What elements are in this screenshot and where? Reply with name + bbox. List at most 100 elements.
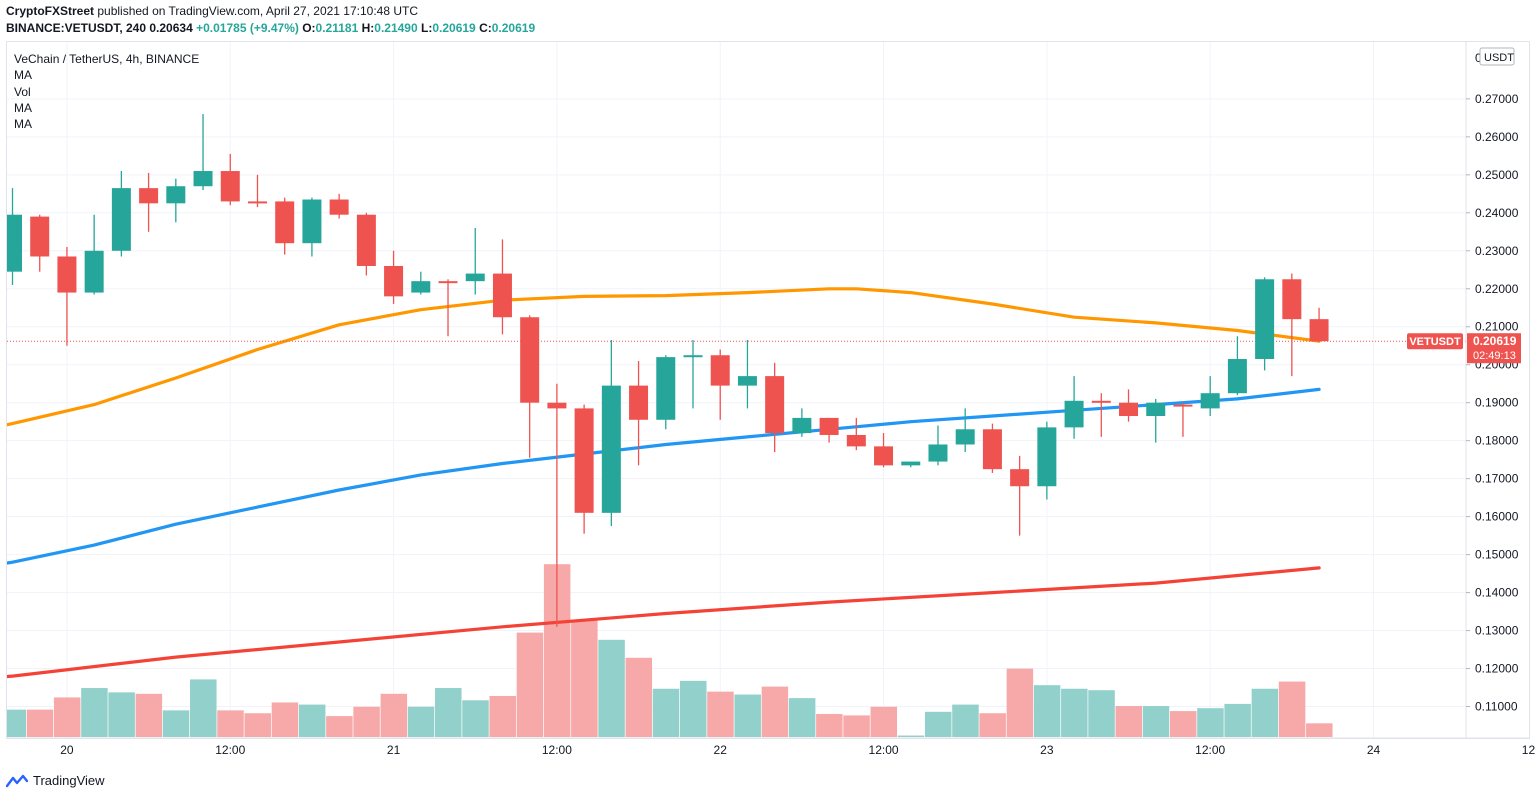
tradingview-brand: TradingView bbox=[33, 773, 105, 788]
tradingview-footer[interactable]: TradingView bbox=[6, 773, 105, 788]
candle-down bbox=[1309, 319, 1329, 342]
candle-down bbox=[329, 199, 349, 215]
candle-up bbox=[928, 444, 948, 462]
countdown-label: 02:49:13 bbox=[1473, 350, 1516, 362]
high-label: H: bbox=[361, 21, 375, 35]
x-tick-label: 12:00 bbox=[1522, 743, 1536, 757]
legend-item-vol[interactable]: Vol bbox=[14, 84, 31, 99]
candle-down bbox=[247, 201, 267, 204]
symbol-tag bbox=[1407, 333, 1463, 350]
y-tick-label: 0.12000 bbox=[1475, 662, 1519, 676]
y-tick-label: 0.11000 bbox=[1475, 700, 1518, 714]
volume-bar bbox=[7, 709, 26, 737]
candle-up bbox=[737, 376, 757, 386]
x-tick-label: 24 bbox=[1367, 743, 1381, 757]
symbol-quote-line: BINANCE:VETUSDT, 240 0.20634 +0.01785 (+… bbox=[6, 21, 535, 35]
ma-red-line bbox=[7, 566, 1321, 679]
candle-down bbox=[1282, 279, 1302, 320]
candle-up bbox=[683, 355, 703, 358]
candle-up bbox=[955, 429, 975, 445]
legend-item-ma[interactable]: MA bbox=[14, 68, 32, 83]
volume-bar bbox=[680, 680, 707, 737]
candle-up bbox=[193, 171, 213, 187]
candle-down bbox=[275, 201, 295, 244]
volume-bar bbox=[1169, 711, 1197, 737]
volume-bar bbox=[1088, 690, 1115, 737]
candle-down bbox=[1091, 400, 1111, 403]
x-tick-label: 12:00 bbox=[869, 743, 899, 757]
candle-down bbox=[356, 214, 376, 266]
candle-down bbox=[1173, 404, 1193, 407]
volume-bar bbox=[924, 711, 952, 737]
candle-down bbox=[629, 385, 649, 420]
volume-bar bbox=[1197, 708, 1224, 737]
volume-bar bbox=[897, 735, 925, 737]
currency-label: USDT bbox=[1484, 52, 1514, 64]
legend-item-ma[interactable]: MA bbox=[14, 117, 32, 132]
x-tick-label: 20 bbox=[60, 743, 74, 757]
volume-bar bbox=[1033, 685, 1061, 737]
y-tick-label: 0.22000 bbox=[1475, 282, 1519, 296]
volume-bar bbox=[1278, 681, 1306, 737]
candle-up bbox=[901, 461, 921, 466]
volume-bar bbox=[1306, 723, 1333, 737]
volume-bar bbox=[81, 688, 108, 737]
y-tick-label: 0.23000 bbox=[1475, 244, 1519, 258]
candle-up bbox=[1064, 400, 1084, 428]
volume-bar bbox=[462, 700, 489, 737]
candle-down bbox=[547, 402, 567, 409]
candle-down bbox=[710, 355, 730, 386]
volume-bar bbox=[734, 694, 761, 737]
volume-bar bbox=[598, 639, 625, 737]
y-tick-label: 0.14000 bbox=[1475, 586, 1519, 600]
candle-up bbox=[1255, 279, 1275, 360]
close-label: C: bbox=[479, 21, 492, 35]
x-tick-label: 23 bbox=[1040, 743, 1054, 757]
volume-bar bbox=[816, 713, 843, 737]
y-tick-label: 0.13000 bbox=[1475, 624, 1519, 638]
publisher-name[interactable]: CryptoFXStreet bbox=[6, 4, 95, 18]
x-tick-label: 12:00 bbox=[542, 743, 572, 757]
volume-bar bbox=[353, 706, 380, 737]
ma-orange-line bbox=[7, 287, 1321, 427]
price-change: +0.01785 (+9.47%) bbox=[196, 21, 299, 35]
candle-up bbox=[84, 250, 104, 293]
candle-down bbox=[438, 281, 458, 284]
candle-up bbox=[111, 188, 131, 251]
chart-legend: VeChain / TetherUS, 4h, BINANCE MA Vol M… bbox=[14, 51, 199, 132]
candle-down bbox=[765, 376, 785, 434]
ma-blue-line bbox=[7, 387, 1321, 565]
candle-up bbox=[7, 214, 22, 272]
y-tick-label: 0.17000 bbox=[1475, 472, 1519, 486]
low-label: L: bbox=[421, 21, 433, 35]
volume-bar bbox=[843, 715, 870, 737]
volume-bar bbox=[244, 713, 271, 737]
candle-down bbox=[819, 417, 839, 435]
currency-badge bbox=[1479, 47, 1515, 66]
candle-down bbox=[384, 265, 404, 297]
candle-up bbox=[1200, 393, 1220, 409]
candle-down bbox=[139, 188, 159, 204]
candle-down bbox=[30, 216, 50, 257]
volume-bar bbox=[489, 695, 516, 737]
y-tick-label: 0.27000 bbox=[1475, 92, 1519, 106]
tradingview-logo-icon bbox=[6, 774, 28, 787]
candle-down bbox=[982, 429, 1002, 470]
volume-bar bbox=[1115, 706, 1143, 737]
legend-item-ma[interactable]: MA bbox=[14, 100, 32, 115]
volume-bar bbox=[135, 693, 163, 737]
volume-bar bbox=[407, 706, 435, 737]
volume-bar bbox=[979, 713, 1006, 737]
y-tick-label: 0.16000 bbox=[1475, 510, 1519, 524]
candle-up bbox=[411, 281, 431, 293]
candle-up bbox=[601, 385, 621, 513]
open-label: O: bbox=[302, 21, 316, 35]
volume-bar bbox=[652, 688, 680, 737]
candle-down bbox=[846, 434, 866, 447]
candle-up bbox=[1146, 402, 1166, 416]
y-tick-label: 0.25000 bbox=[1475, 168, 1519, 182]
y-tick-label-top: 0 bbox=[1475, 51, 1482, 65]
volume-bar bbox=[516, 632, 544, 737]
candle-down bbox=[874, 446, 894, 466]
